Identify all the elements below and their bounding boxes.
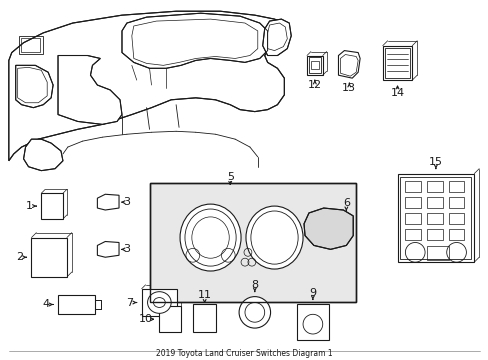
Text: 13: 13: [342, 83, 356, 93]
Bar: [35, 239, 45, 246]
Bar: [448, 181, 464, 192]
Bar: [79, 298, 93, 311]
Text: 12: 12: [307, 80, 321, 90]
Polygon shape: [58, 55, 122, 125]
Text: 15: 15: [428, 157, 442, 167]
Bar: [382, 46, 411, 80]
Text: 2019 Toyota Land Cruiser Switches Diagram 1: 2019 Toyota Land Cruiser Switches Diagra…: [155, 349, 332, 358]
Ellipse shape: [180, 204, 241, 271]
Bar: [426, 181, 442, 192]
Bar: [20, 38, 40, 51]
Text: 1: 1: [26, 201, 33, 211]
Bar: [308, 58, 320, 73]
Bar: [405, 213, 420, 224]
Text: 6: 6: [342, 198, 349, 208]
Polygon shape: [97, 242, 119, 257]
Bar: [448, 197, 464, 208]
Text: 7: 7: [126, 297, 133, 307]
Bar: [41, 193, 63, 219]
Polygon shape: [122, 13, 267, 68]
Bar: [161, 309, 179, 330]
Text: 9: 9: [309, 288, 316, 298]
Bar: [159, 306, 181, 332]
Text: 10: 10: [138, 314, 152, 324]
Bar: [405, 229, 420, 239]
Ellipse shape: [245, 206, 303, 269]
Text: 14: 14: [389, 88, 404, 98]
Bar: [400, 176, 470, 259]
Bar: [149, 184, 355, 302]
Bar: [405, 197, 420, 208]
Bar: [310, 62, 318, 69]
Bar: [51, 239, 61, 246]
Bar: [397, 174, 473, 262]
Text: 3: 3: [123, 244, 130, 255]
Bar: [31, 238, 67, 277]
Bar: [448, 213, 464, 224]
Bar: [60, 298, 75, 311]
Polygon shape: [338, 51, 359, 78]
Bar: [58, 294, 95, 314]
Bar: [405, 181, 420, 192]
Text: 11: 11: [197, 290, 211, 300]
Bar: [426, 229, 442, 239]
Text: 2: 2: [16, 252, 23, 262]
Bar: [426, 213, 442, 224]
Polygon shape: [304, 208, 352, 249]
Bar: [297, 305, 328, 340]
Ellipse shape: [147, 292, 171, 313]
Bar: [448, 229, 464, 239]
Polygon shape: [23, 139, 63, 171]
Polygon shape: [97, 194, 119, 210]
Bar: [19, 36, 43, 54]
Circle shape: [239, 297, 270, 328]
Polygon shape: [262, 19, 291, 55]
Bar: [384, 48, 409, 78]
Text: 5: 5: [226, 172, 233, 181]
Text: 3: 3: [123, 197, 130, 207]
Text: 4: 4: [42, 300, 50, 310]
Bar: [299, 306, 326, 338]
Polygon shape: [9, 11, 289, 161]
Polygon shape: [16, 66, 53, 108]
Bar: [142, 289, 177, 316]
Bar: [194, 306, 214, 330]
Bar: [306, 55, 322, 75]
Bar: [426, 247, 448, 260]
Bar: [426, 197, 442, 208]
Bar: [192, 305, 216, 332]
Bar: [149, 184, 355, 302]
Text: 8: 8: [251, 280, 258, 290]
